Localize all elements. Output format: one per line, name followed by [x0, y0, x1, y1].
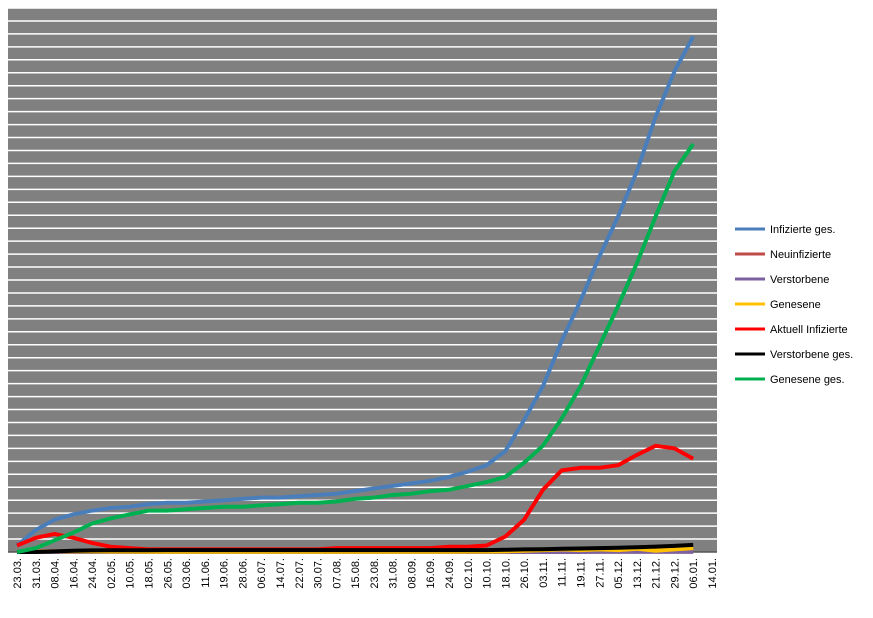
- x-tick-label: 23.03.: [12, 558, 24, 589]
- x-tick-label: 23.08.: [369, 558, 381, 589]
- x-tick-label: 31.03.: [31, 558, 43, 589]
- x-tick-label: 16.04.: [68, 558, 80, 589]
- x-tick-label: 03.11.: [538, 558, 550, 588]
- x-tick-label: 26.10.: [519, 558, 531, 589]
- x-tick-label: 10.05.: [125, 558, 137, 589]
- legend-label: Aktuell Infizierte: [770, 324, 848, 336]
- legend-label: Neuinfizierte: [770, 249, 831, 261]
- series-line: [15, 35, 695, 548]
- x-tick-label: 14.07.: [275, 558, 287, 589]
- x-tick-label: 06.01.: [688, 558, 700, 589]
- x-tick-label: 24.04.: [87, 558, 99, 589]
- x-tick-label: 08.09.: [406, 558, 418, 589]
- x-tick-label: 16.09.: [425, 558, 437, 589]
- x-tick-label: 15.08.: [350, 558, 362, 589]
- legend-label: Verstorbene: [770, 274, 829, 286]
- x-tick-label: 02.05.: [106, 558, 118, 589]
- x-tick-label: 19.11.: [576, 558, 588, 588]
- x-tick-label: 27.11.: [594, 558, 606, 588]
- x-tick-label: 07.08.: [331, 558, 343, 589]
- x-tick-label: 31.08.: [388, 558, 400, 589]
- x-tick-label: 21.12.: [651, 558, 663, 589]
- x-tick-label: 26.05.: [162, 558, 174, 589]
- x-tick-label: 03.06.: [181, 558, 193, 589]
- x-tick-label: 14.01.: [707, 558, 719, 589]
- x-tick-label: 11.06.: [200, 558, 212, 588]
- x-tick-label: 05.12.: [613, 558, 625, 589]
- x-tick-label: 08.04.: [50, 558, 62, 589]
- legend-label: Verstorbene ges.: [770, 349, 853, 361]
- x-tick-label: 22.07.: [294, 558, 306, 589]
- legend-label: Genesene ges.: [770, 374, 845, 386]
- x-tick-label: 19.06.: [219, 558, 231, 589]
- x-tick-label: 18.10.: [500, 558, 512, 589]
- x-tick-label: 10.10.: [482, 558, 494, 589]
- x-tick-label: 29.12.: [669, 558, 681, 589]
- x-tick-label: 13.12.: [632, 558, 644, 589]
- series-line: [17, 542, 694, 554]
- x-tick-label: 06.07.: [256, 558, 268, 589]
- x-tick-label: 28.06.: [237, 558, 249, 589]
- x-tick-label: 24.09.: [444, 558, 456, 589]
- legend-label: Infizierte ges.: [770, 224, 835, 236]
- x-tick-label: 30.07.: [313, 558, 325, 589]
- legend-label: Genesene: [770, 299, 821, 311]
- x-tick-label: 11.11.: [557, 558, 569, 587]
- series-line: [16, 142, 695, 554]
- x-tick-label: 18.05.: [143, 558, 155, 589]
- x-tick-label: 02.10.: [463, 558, 475, 589]
